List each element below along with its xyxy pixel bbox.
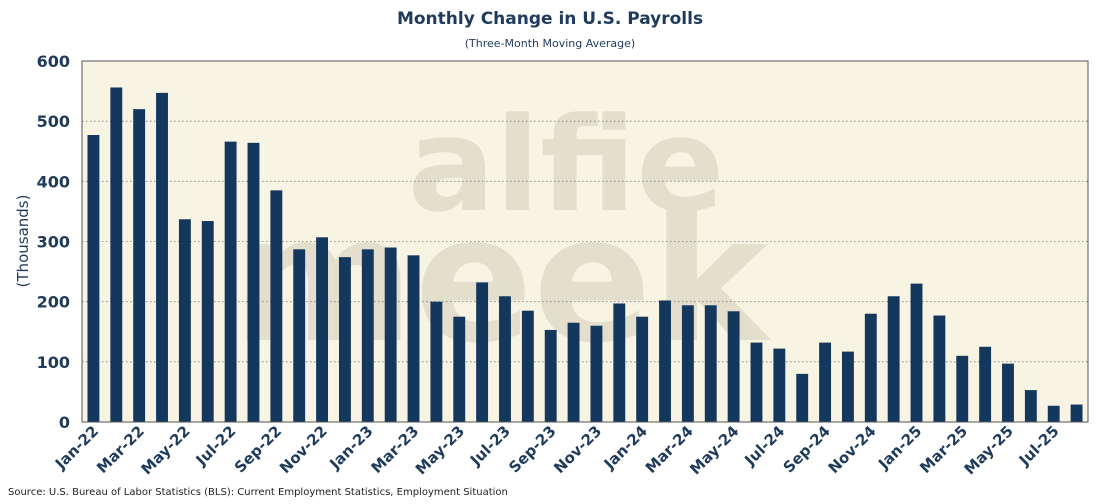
bar bbox=[796, 373, 809, 422]
bar bbox=[773, 348, 786, 422]
bar bbox=[316, 237, 329, 422]
bars bbox=[87, 87, 1083, 423]
bar bbox=[910, 283, 923, 422]
bar bbox=[887, 296, 900, 422]
x-tick-label: Sep-23 bbox=[505, 422, 559, 476]
bar bbox=[1024, 390, 1037, 422]
x-tick-label: Sep-22 bbox=[231, 422, 285, 476]
bar bbox=[1002, 363, 1014, 422]
y-tick-label: 0 bbox=[59, 413, 70, 432]
bar bbox=[636, 316, 649, 422]
x-tick-label: May-25 bbox=[961, 422, 1017, 478]
bar bbox=[270, 190, 283, 422]
bar bbox=[590, 325, 603, 422]
x-tick-label: Nov-24 bbox=[825, 422, 880, 477]
y-tick-label: 600 bbox=[37, 52, 70, 71]
bar bbox=[453, 316, 466, 422]
bar bbox=[247, 142, 260, 422]
bar bbox=[613, 303, 626, 422]
bar bbox=[864, 313, 877, 422]
plot-border bbox=[81, 60, 1089, 423]
x-tick-label: Nov-23 bbox=[550, 422, 605, 477]
x-tick-label: Sep-24 bbox=[780, 422, 834, 476]
bar bbox=[110, 87, 123, 423]
x-tick-label: May-23 bbox=[412, 422, 468, 478]
bar bbox=[727, 311, 740, 422]
y-tick-label: 500 bbox=[37, 112, 70, 131]
bar bbox=[521, 310, 534, 422]
chart-subtitle: (Three-Month Moving Average) bbox=[465, 37, 635, 50]
bar bbox=[178, 219, 191, 422]
x-tick-label: Jul-25 bbox=[1015, 422, 1063, 470]
bar bbox=[544, 329, 557, 422]
bar bbox=[338, 257, 351, 422]
bar bbox=[87, 135, 100, 422]
bar bbox=[384, 247, 397, 422]
bar bbox=[979, 346, 992, 422]
y-tick-label: 200 bbox=[37, 293, 70, 312]
bar bbox=[841, 351, 854, 422]
bar bbox=[750, 342, 763, 422]
y-tick-label: 400 bbox=[37, 172, 70, 191]
watermark-text-line1: alfie bbox=[408, 89, 725, 241]
bar bbox=[361, 249, 374, 422]
bar bbox=[407, 255, 420, 422]
bar bbox=[681, 305, 694, 422]
bar bbox=[1070, 404, 1083, 422]
y-axis-ticks: 0 100 200 300 400 500 600 bbox=[37, 52, 70, 432]
bar bbox=[659, 300, 671, 422]
bar bbox=[201, 221, 214, 422]
y-axis-label: (Thousands) bbox=[14, 195, 32, 288]
bar bbox=[476, 282, 489, 422]
bar bbox=[933, 315, 946, 422]
bar bbox=[567, 322, 580, 422]
bar bbox=[224, 141, 237, 422]
bar bbox=[819, 342, 832, 422]
y-tick-label: 100 bbox=[37, 353, 70, 372]
x-tick-label: Nov-22 bbox=[276, 422, 331, 477]
bar bbox=[156, 92, 168, 422]
x-tick-label: May-24 bbox=[686, 422, 742, 478]
source-note: Source: U.S. Bureau of Labor Statistics … bbox=[8, 487, 508, 498]
bar bbox=[133, 109, 146, 422]
x-axis-ticks: Jan-22Mar-22May-22Jul-22Sep-22Nov-22Jan-… bbox=[51, 422, 1063, 478]
bar bbox=[1047, 405, 1060, 422]
x-tick-label: May-22 bbox=[138, 422, 194, 478]
bar bbox=[956, 355, 969, 422]
chart-title: Monthly Change in U.S. Payrolls bbox=[397, 9, 703, 29]
y-tick-label: 300 bbox=[37, 233, 70, 252]
bar bbox=[430, 301, 443, 422]
bar bbox=[293, 249, 306, 422]
bar bbox=[704, 305, 717, 422]
bar bbox=[499, 296, 511, 422]
